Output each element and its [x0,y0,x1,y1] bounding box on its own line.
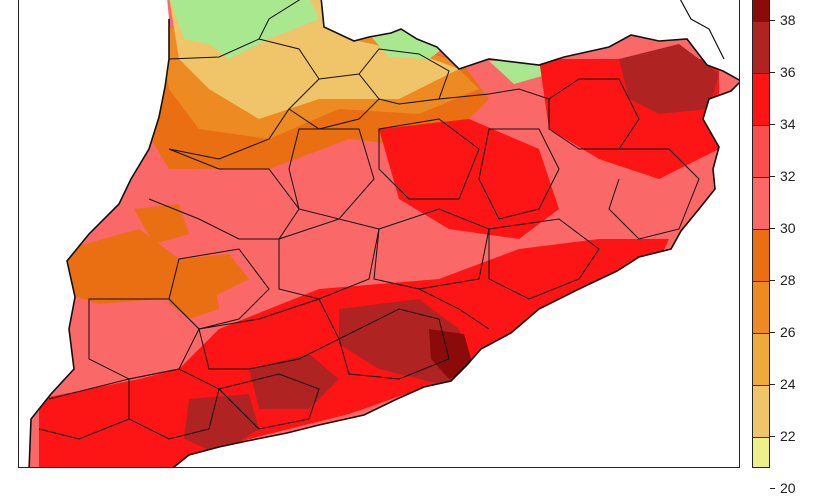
colorbar-segment [753,0,769,21]
colorbar-label: 24 [780,376,796,392]
colorbar-segment [753,437,769,467]
colorbar-tick [770,20,775,21]
colorbar-tick [770,384,775,385]
pyrenees-green-zone-ne [489,59,549,84]
colorbar-tick [770,124,775,125]
colorbar-label: 20 [780,480,796,496]
colorbar-label: 38 [780,12,796,28]
colorbar-label: 26 [780,324,796,340]
colorbar-tick [770,228,775,229]
central-red-zone [379,119,559,239]
colorbar-segment [753,73,769,125]
central-orange-pocket [169,279,219,319]
temperature-map [18,0,740,468]
coastal-darkred-zone-3 [184,394,259,454]
colorbar-segment [753,333,769,385]
colorbar-segment [753,177,769,229]
colorbar-label: 36 [780,64,796,80]
colorbar-tick [770,280,775,281]
colorbar-tick [770,436,775,437]
northern-border-line [679,0,725,60]
southwest-red-zone [39,359,249,467]
colorbar-tick [770,72,775,73]
pyrenees-green-zone [169,0,319,59]
coastal-maroon-zone [429,329,474,379]
colorbar-tick [770,488,775,489]
northeast-darkred-zone [619,44,719,114]
territory-outline [28,0,739,467]
colorbar-segment [753,21,769,73]
colorbar-segment [753,125,769,177]
colorbar [752,0,770,468]
colorbar-segment [753,385,769,437]
county-boundaries [38,0,700,440]
colorbar-label: 22 [780,428,796,444]
west-central-orange-zone [134,204,189,244]
colorbar-label: 34 [780,116,796,132]
colorbar-segment [753,229,769,281]
colorbar-segment [753,281,769,333]
colorbar-tick [770,332,775,333]
colorbar-label: 28 [780,272,796,288]
colorbar-label: 32 [780,168,796,184]
map-svg [28,0,739,467]
colorbar-tick [770,176,775,177]
colorbar-label: 30 [780,220,796,236]
